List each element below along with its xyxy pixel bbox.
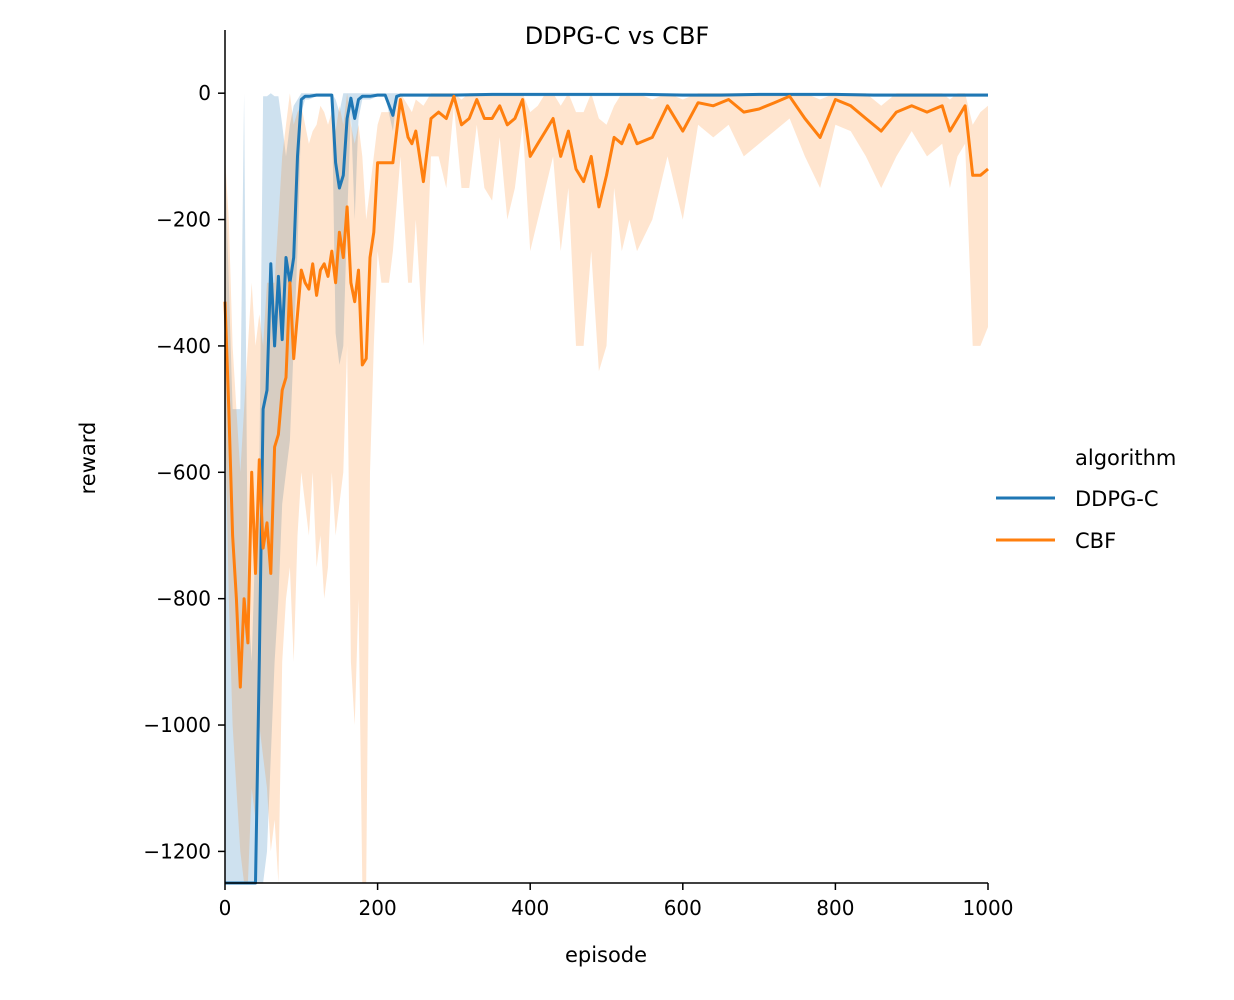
y-axis-label: reward [76, 422, 100, 495]
y-tick-label: −600 [156, 460, 211, 484]
x-tick-label: 600 [664, 896, 702, 920]
y-tick-label: −400 [156, 334, 211, 358]
x-tick-label: 1000 [963, 896, 1014, 920]
x-tick-label: 0 [219, 896, 232, 920]
x-tick-label: 800 [816, 896, 854, 920]
legend-title: algorithm [1075, 446, 1176, 470]
y-tick-label: 0 [198, 81, 211, 105]
y-tick-label: −200 [156, 208, 211, 232]
y-tick-label: −1000 [143, 713, 211, 737]
y-tick-label: −1200 [143, 839, 211, 863]
legend: algorithm DDPG-C CBF [996, 446, 1176, 553]
chart-title: DDPG-C vs CBF [525, 22, 709, 50]
x-ticks: 0 200 400 600 800 1000 [219, 883, 1014, 920]
x-tick-label: 200 [359, 896, 397, 920]
y-ticks: 0 −200 −400 −600 −800 −1000 −1200 [143, 81, 225, 863]
series-line-cbf [223, 94, 989, 689]
series-lines [223, 92, 989, 885]
band-cbf [225, 93, 988, 883]
legend-label-ddpg-c: DDPG-C [1075, 487, 1159, 511]
x-tick-label: 400 [511, 896, 549, 920]
confidence-bands [225, 93, 988, 883]
series-line-ddpg-c [225, 92, 988, 885]
legend-label-cbf: CBF [1075, 529, 1116, 553]
x-axis-label: episode [565, 943, 647, 967]
y-tick-label: −800 [156, 587, 211, 611]
